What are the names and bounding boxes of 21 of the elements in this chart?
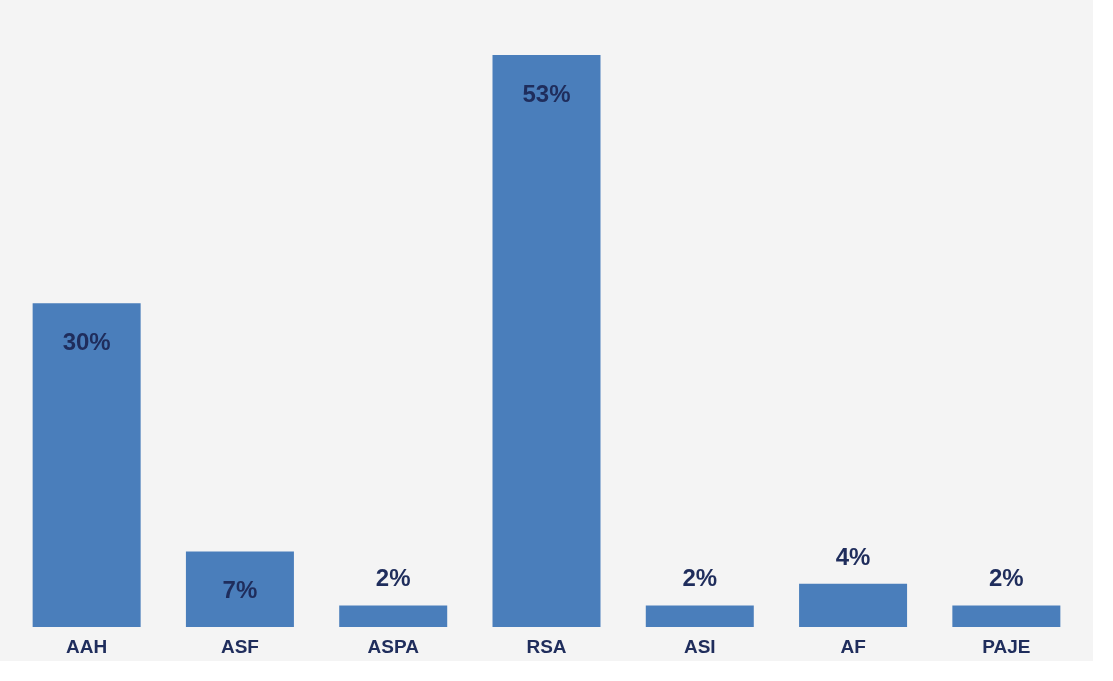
x-tick-label: ASPA: [367, 635, 420, 657]
bar: [799, 583, 908, 627]
x-tick-label: ASF: [220, 635, 259, 657]
x-tick-label: ASI: [683, 635, 716, 657]
data-label: 2%: [989, 564, 1024, 592]
bar: [185, 551, 294, 627]
x-tick-label: RSA: [526, 635, 567, 657]
data-label: 2%: [682, 564, 718, 592]
bar: [339, 605, 448, 627]
bar: [645, 605, 754, 627]
data-label: 7%: [222, 576, 258, 604]
x-tick-label: AAH: [66, 635, 108, 657]
bar: [492, 55, 601, 627]
bar: [952, 605, 1061, 627]
bar: [32, 303, 141, 627]
data-label: 30%: [62, 328, 111, 356]
data-label: 53%: [522, 80, 571, 107]
x-tick-label: AF: [840, 635, 866, 657]
x-tick-label: PAJE: [982, 635, 1031, 657]
data-label: 2%: [375, 564, 411, 592]
data-label: 4%: [835, 542, 871, 570]
